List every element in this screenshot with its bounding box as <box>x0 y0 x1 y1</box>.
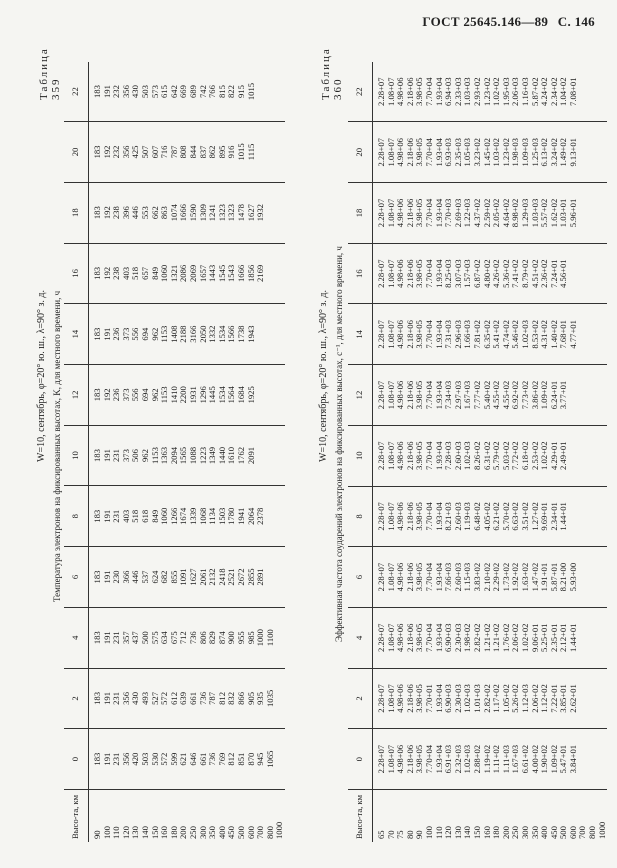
hour-header: 22 <box>348 62 373 122</box>
table-359-subcaption: Температура электронов на фиксированных … <box>52 290 62 602</box>
value-column: 183 192 232 356 425 507 607 716 787 808 … <box>88 121 285 183</box>
height-column: 90 100 110 120 130 140 150 160 180 200 2… <box>88 789 285 842</box>
value-column: 2.28+07 1.08+07 4.98+06 2.18+06 3.98+05 … <box>376 77 578 106</box>
value-column: 183 191 230 366 446 537 624 682 855 1091… <box>88 546 285 608</box>
stub-header: Высо-та, км <box>348 789 373 842</box>
value-column: 2.28+07 1.08+07 4.98+06 2.18+06 3.98+05 … <box>372 121 608 183</box>
hour-header: 20 <box>64 121 89 183</box>
value-column: 183 191 231 356 430 493 527 572 612 639 … <box>88 668 285 729</box>
value-column: 2.28+07 1.08+07 4.98+06 2.18+06 3.98+05 … <box>372 243 608 304</box>
table-360-caption: W=10, сентябрь, φ=20° ю. ш., λ=90° з. д. <box>318 289 329 462</box>
page-header: ГОСТ 25645.146—89 С. 146 <box>416 14 595 30</box>
hour-header: 6 <box>64 546 89 608</box>
hour-header: 2 <box>64 668 89 729</box>
hour-header: 14 <box>64 303 89 365</box>
value-column: 2.28+07 1.08+07 4.98+06 2.18+06 3.98+05 … <box>372 546 608 608</box>
value-column: 183 191 231 373 506 962 1153 1363 2094 1… <box>88 425 285 486</box>
hour-header: 12 <box>64 364 89 426</box>
value-column: 2.28+07 1.08+07 4.98+06 2.18+06 3.98+05 … <box>372 728 608 790</box>
hour-header: 10 <box>64 425 89 486</box>
table-359-label: Таблица 359 <box>38 47 62 100</box>
value-column: 183 191 232 356 430 503 573 615 642 669 … <box>92 82 256 101</box>
value-column: 2.28+07 1.08+07 4.98+06 2.18+06 3.98+05 … <box>372 364 608 426</box>
hour-header: 18 <box>64 182 89 244</box>
value-column: 2.28+07 1.08+07 4.98+06 2.18+06 3.98+05 … <box>372 668 608 729</box>
hour-header: 0 <box>64 728 89 790</box>
value-column: 183 192 236 373 556 694 962 1153 1410 22… <box>88 364 285 426</box>
value-column: 2.28+07 1.08+07 4.98+06 2.18+06 3.98+05 … <box>372 182 608 244</box>
value-column: 2.28+07 1.08+07 4.98+06 2.18+06 3.98+05 … <box>372 425 608 487</box>
table-359-caption: W=10, сентябрь, φ=20° ю. ш., λ=90° з. д. <box>36 289 47 462</box>
stub-header: Высо-та, км <box>64 789 89 842</box>
page-number: С. 146 <box>557 14 595 29</box>
value-column: 183 191 231 357 437 500 575 634 675 712 … <box>88 607 285 669</box>
hour-header: 22 <box>64 62 89 122</box>
hour-header: 20 <box>348 121 373 183</box>
value-column: 2.28+07 1.08+07 4.98+06 2.18+06 3.98+05 … <box>372 304 608 365</box>
hour-header: 8 <box>348 486 373 547</box>
hour-header: 2 <box>348 668 373 729</box>
hour-header: 8 <box>64 485 89 547</box>
rotated-content: Таблица 359 W=10, сентябрь, φ=20° ю. ш.,… <box>30 22 608 842</box>
value-column: 183 192 238 403 518 657 849 1060 1321 20… <box>88 243 285 304</box>
value-column: 183 191 231 356 420 503 530 572 599 621 … <box>88 728 285 790</box>
value-column: 2.28+07 1.08+07 4.98+06 2.18+06 3.98+05 … <box>372 486 608 547</box>
table-360: Высо-та, км 0 2 4 6 8 10 12 14 16 18 20 22 65 70 75 … <box>348 62 608 842</box>
gost-number: ГОСТ 25645.146—89 <box>422 14 549 29</box>
hour-header: 0 <box>348 728 373 790</box>
hour-header: 16 <box>64 243 89 304</box>
value-column: 2.28+07 1.08+07 4.98+06 2.18+06 3.98+05 … <box>372 607 608 669</box>
hour-header: 6 <box>348 546 373 608</box>
value-column: 183 191 231 403 518 618 849 1060 1266 16… <box>88 485 285 547</box>
height-column: 65 70 75 80 90 100 110 120 130 140 150 1… <box>372 789 608 842</box>
table-360-subcaption: Эффективная частота соударений электроно… <box>334 246 344 642</box>
table-359: Высо-та, км 0 2 4 6 8 10 12 14 16 18 20 22 90 100 11… <box>64 62 285 842</box>
hour-header: 14 <box>348 304 373 365</box>
hour-header: 18 <box>348 182 373 244</box>
hour-header: 4 <box>64 607 89 669</box>
hour-header: 12 <box>348 364 373 426</box>
hour-header: 10 <box>348 425 373 487</box>
value-column: 183 192 238 396 446 553 662 863 1074 166… <box>88 182 285 244</box>
hour-header: 16 <box>348 243 373 304</box>
value-column: 183 191 236 373 556 694 962 1153 1408 21… <box>88 303 285 365</box>
hour-header: 4 <box>348 607 373 669</box>
table-360-label: Таблица 360 <box>320 47 344 100</box>
